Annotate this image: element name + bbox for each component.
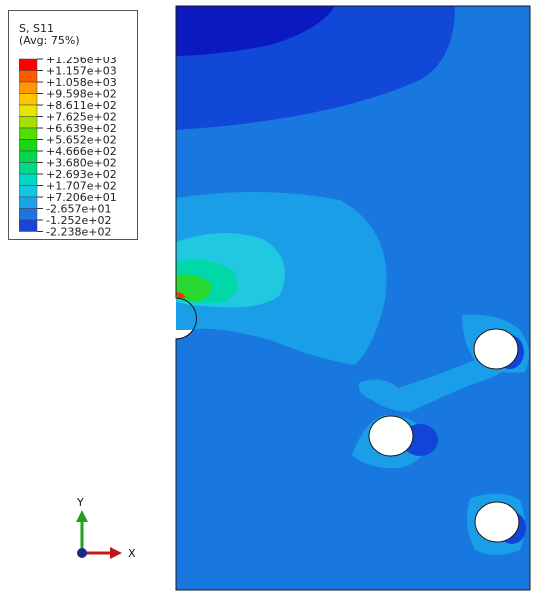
legend-title-variable: S, S11 (19, 22, 54, 35)
legend-value-label: +7.625e+02 (46, 111, 117, 124)
legend-value-label: -2.238e+02 (46, 226, 111, 239)
legend-value-label: +1.707e+02 (46, 180, 117, 193)
y-axis-label: Y (76, 496, 84, 509)
legend-value-label: +7.206e+01 (46, 191, 117, 204)
top-corner-region (176, 6, 335, 56)
legend-swatch (19, 219, 38, 232)
legend-color-scale: +1.256e+03+1.157e+03+1.058e+03+9.598e+02… (19, 57, 117, 239)
legend-value-label: +1.157e+03 (46, 65, 117, 78)
hole-middle (368, 415, 414, 457)
legend-panel: S, S11 (Avg: 75%) +1.256e+03 +1.157e+03 +1… (8, 10, 138, 240)
legend-value-label: +4.666e+02 (46, 145, 117, 158)
legend-title: S, S11 (Avg: 75%) (19, 23, 80, 47)
legend-value-label: -1.252e+02 (46, 214, 111, 227)
axis-origin-marker (77, 548, 87, 558)
y-axis-arrowhead (76, 510, 88, 522)
connector-band-region (358, 356, 515, 412)
legend-value-label: +5.652e+02 (46, 134, 117, 147)
hole-lower-right (474, 501, 520, 543)
hole-upper-right (473, 328, 519, 370)
plate-outline (175, 5, 531, 591)
legend-value-label: +1.058e+03 (46, 76, 117, 89)
x-axis-arrowhead (110, 547, 122, 559)
axis-triad: Y X (76, 496, 136, 560)
legend-value-label: +3.680e+02 (46, 157, 117, 170)
green-zone-region (176, 274, 212, 302)
legend-value-label: -2.657e+01 (46, 203, 111, 216)
legend-title-averaging: (Avg: 75%) (19, 34, 80, 47)
legend-value-label: +8.611e+02 (46, 99, 117, 112)
legend-value-label: +2.693e+02 (46, 168, 117, 181)
legend-value-label: +6.639e+02 (46, 122, 117, 135)
legend-value-label: +9.598e+02 (46, 88, 117, 101)
hot-spot-region (176, 292, 186, 299)
legend-value-label: +1.256e+03 (46, 57, 117, 66)
x-axis-label: X (128, 547, 136, 560)
